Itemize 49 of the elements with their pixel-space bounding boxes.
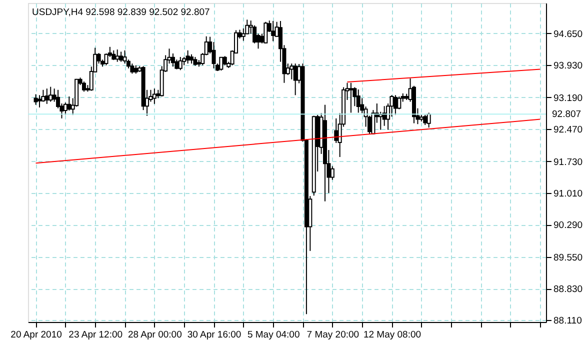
y-tick-label: 91.010 bbox=[554, 188, 583, 200]
candlestick bbox=[241, 28, 246, 42]
candlestick bbox=[190, 54, 194, 64]
x-tick-label: 12 May 08:00 bbox=[363, 330, 422, 340]
y-tick-label: 94.650 bbox=[554, 28, 583, 40]
candlestick bbox=[34, 94, 38, 106]
candlestick bbox=[82, 81, 86, 92]
candlestick bbox=[119, 51, 124, 62]
candlestick bbox=[112, 50, 116, 61]
candlestick bbox=[393, 94, 398, 116]
candlestick bbox=[423, 114, 428, 126]
candlestick bbox=[426, 112, 431, 128]
candlestick bbox=[48, 86, 53, 102]
candlestick bbox=[115, 49, 120, 62]
y-tick-label: 88.830 bbox=[554, 284, 583, 296]
y-tick-label: 91.730 bbox=[554, 156, 583, 168]
candlestick bbox=[130, 63, 134, 74]
candlestick bbox=[152, 88, 156, 104]
chart-title: USDJPY,H4 92.598 92.839 92.502 92.807 bbox=[32, 7, 210, 18]
candlestick bbox=[271, 20, 276, 42]
y-tick-label: 92.470 bbox=[554, 124, 583, 136]
y-tick-label: 88.110 bbox=[554, 316, 582, 327]
candlestick bbox=[186, 50, 190, 64]
candlestick bbox=[122, 50, 127, 64]
candlestick bbox=[348, 82, 353, 114]
candlestick bbox=[219, 56, 224, 72]
candlestick bbox=[67, 96, 72, 112]
y-tick-label: 93.930 bbox=[554, 60, 583, 72]
y-tick-label: 90.290 bbox=[554, 220, 583, 232]
candlestick bbox=[264, 21, 268, 44]
x-tick-label: 7 May 20:00 bbox=[306, 330, 360, 340]
candlestick bbox=[330, 166, 334, 180]
x-tick-label: 30 Apr 16:00 bbox=[187, 330, 242, 340]
x-tick-label: 23 Apr 12:00 bbox=[68, 330, 123, 340]
x-tick-label: 20 Apr 2010 bbox=[10, 330, 62, 340]
candlestick bbox=[334, 118, 338, 144]
candlestick bbox=[356, 88, 360, 114]
candlestick bbox=[397, 96, 402, 110]
candlestick bbox=[37, 94, 42, 108]
candlestick bbox=[222, 56, 227, 66]
x-tick-label: 5 May 04:00 bbox=[247, 330, 300, 340]
candlestick bbox=[170, 52, 175, 68]
candlestick bbox=[290, 63, 294, 80]
candlestick bbox=[44, 88, 49, 104]
y-tick-label: 89.550 bbox=[554, 252, 583, 264]
y-tick-label: 93.190 bbox=[554, 92, 583, 104]
ref-line-label: 92.807 bbox=[552, 109, 582, 120]
x-tick-label: 28 Apr 00:00 bbox=[128, 330, 182, 340]
candlestick bbox=[178, 56, 182, 71]
